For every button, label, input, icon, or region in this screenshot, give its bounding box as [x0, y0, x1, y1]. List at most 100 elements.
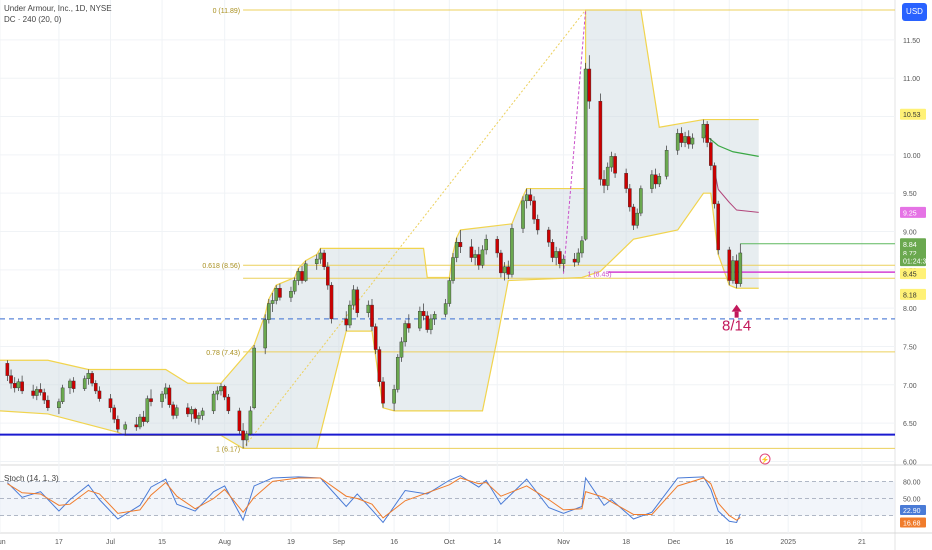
candle-body: [731, 260, 735, 281]
candle-body: [163, 387, 168, 395]
price-tag-label: 01:24:37: [903, 259, 930, 266]
time-axis-tick: Dec: [668, 539, 681, 546]
candle-body: [325, 266, 330, 286]
candle-body: [395, 357, 400, 390]
candle-body: [263, 319, 267, 349]
candle-body: [521, 200, 525, 229]
candle-body: [366, 304, 371, 313]
candle-body: [145, 398, 150, 422]
stoch-axis-tick: 50.00: [903, 497, 921, 504]
candle-body: [421, 311, 426, 317]
time-axis-tick: 16: [725, 539, 733, 546]
candle-body: [447, 280, 452, 304]
candle-body: [425, 315, 430, 330]
currency-button[interactable]: USD: [902, 3, 927, 21]
candle-body: [248, 410, 253, 435]
price-axis-tick: 9.50: [903, 191, 917, 198]
candle-body: [683, 136, 687, 143]
candle-body: [499, 252, 503, 274]
candle-body: [690, 137, 695, 145]
time-axis-tick: 16: [390, 539, 398, 546]
candle-body: [267, 303, 271, 320]
candle-body: [550, 242, 555, 258]
candle-body: [458, 242, 463, 248]
candle-body: [628, 188, 632, 208]
projection-line: [563, 9, 587, 274]
candle-body: [650, 174, 654, 189]
candle-body: [314, 258, 319, 264]
candle-body: [167, 387, 172, 405]
candle-body: [727, 249, 732, 281]
candle-body: [418, 311, 422, 329]
price-tag-label: 10.53: [903, 112, 921, 119]
candle-body: [709, 142, 713, 166]
candle-body: [624, 173, 628, 189]
candle-body: [351, 289, 356, 306]
time-axis-tick: 14: [493, 539, 501, 546]
event-badge: [759, 453, 771, 465]
candle-body: [532, 200, 536, 220]
candle-body: [116, 419, 120, 430]
candle-body: [93, 383, 98, 392]
candle-body: [635, 212, 639, 226]
candle-body: [300, 271, 304, 281]
candle-body: [528, 194, 533, 202]
price-axis-tick: 9.00: [903, 230, 917, 237]
candle-body: [226, 396, 231, 412]
price-tag-label: 8.72: [903, 251, 917, 258]
time-axis-tick: Jul: [106, 539, 115, 546]
candle-body: [348, 304, 352, 326]
candle-body: [215, 390, 220, 395]
candle-body: [506, 266, 511, 275]
candle-body: [657, 176, 662, 185]
candle-body: [705, 123, 709, 143]
fib-trend-line: [242, 9, 587, 449]
candle-body: [160, 393, 164, 402]
candle-body: [609, 156, 614, 168]
candle-body: [57, 401, 61, 409]
time-axis-tick: 2025: [780, 539, 796, 546]
time-axis-tick: 17: [55, 539, 63, 546]
time-axis-tick: Oct: [444, 539, 455, 546]
time-axis-tick: 21: [858, 539, 866, 546]
time-axis-tick: 19: [287, 539, 295, 546]
candle-body: [193, 409, 198, 419]
candle-body: [355, 289, 360, 313]
candle-body: [443, 303, 448, 315]
stoch-value-label: 22.90: [903, 508, 921, 515]
stoch-series-line: [7, 477, 741, 521]
candle-body: [432, 314, 437, 320]
candle-body: [701, 123, 706, 139]
candle-body: [605, 166, 610, 186]
price-axis-tick: 6.50: [903, 421, 917, 428]
candle-body: [598, 100, 603, 180]
candle-body: [186, 407, 190, 415]
indicator-title: DC · 240 (20, 0): [4, 15, 62, 24]
price-axis-tick: 11.50: [903, 38, 920, 45]
candle-body: [484, 238, 488, 251]
stoch-value-label: 16.68: [903, 520, 921, 527]
candle-body: [38, 389, 43, 393]
candle-body: [278, 288, 282, 298]
candle-body: [572, 258, 577, 263]
candle-body: [289, 291, 293, 298]
price-tag-label: 8.45: [903, 272, 917, 279]
candle-body: [322, 252, 326, 267]
time-axis-tick: 15: [158, 539, 166, 546]
candle-body: [244, 433, 249, 441]
candle-body: [149, 398, 153, 402]
candle-body: [174, 407, 179, 416]
candle-body: [477, 254, 481, 266]
time-axis-tick: Nov: [557, 539, 570, 546]
candle-body: [197, 415, 201, 419]
stoch-title: Stoch (14, 1, 3): [4, 474, 59, 483]
candle-body: [12, 383, 17, 389]
stoch-value-tag: [900, 517, 926, 528]
candle-body: [35, 389, 39, 396]
candle-body: [535, 219, 540, 231]
candle-body: [292, 280, 297, 292]
fib-level-label: 0 (11.89): [213, 8, 241, 15]
fib-mid-label: 1 (8.45): [588, 272, 612, 279]
